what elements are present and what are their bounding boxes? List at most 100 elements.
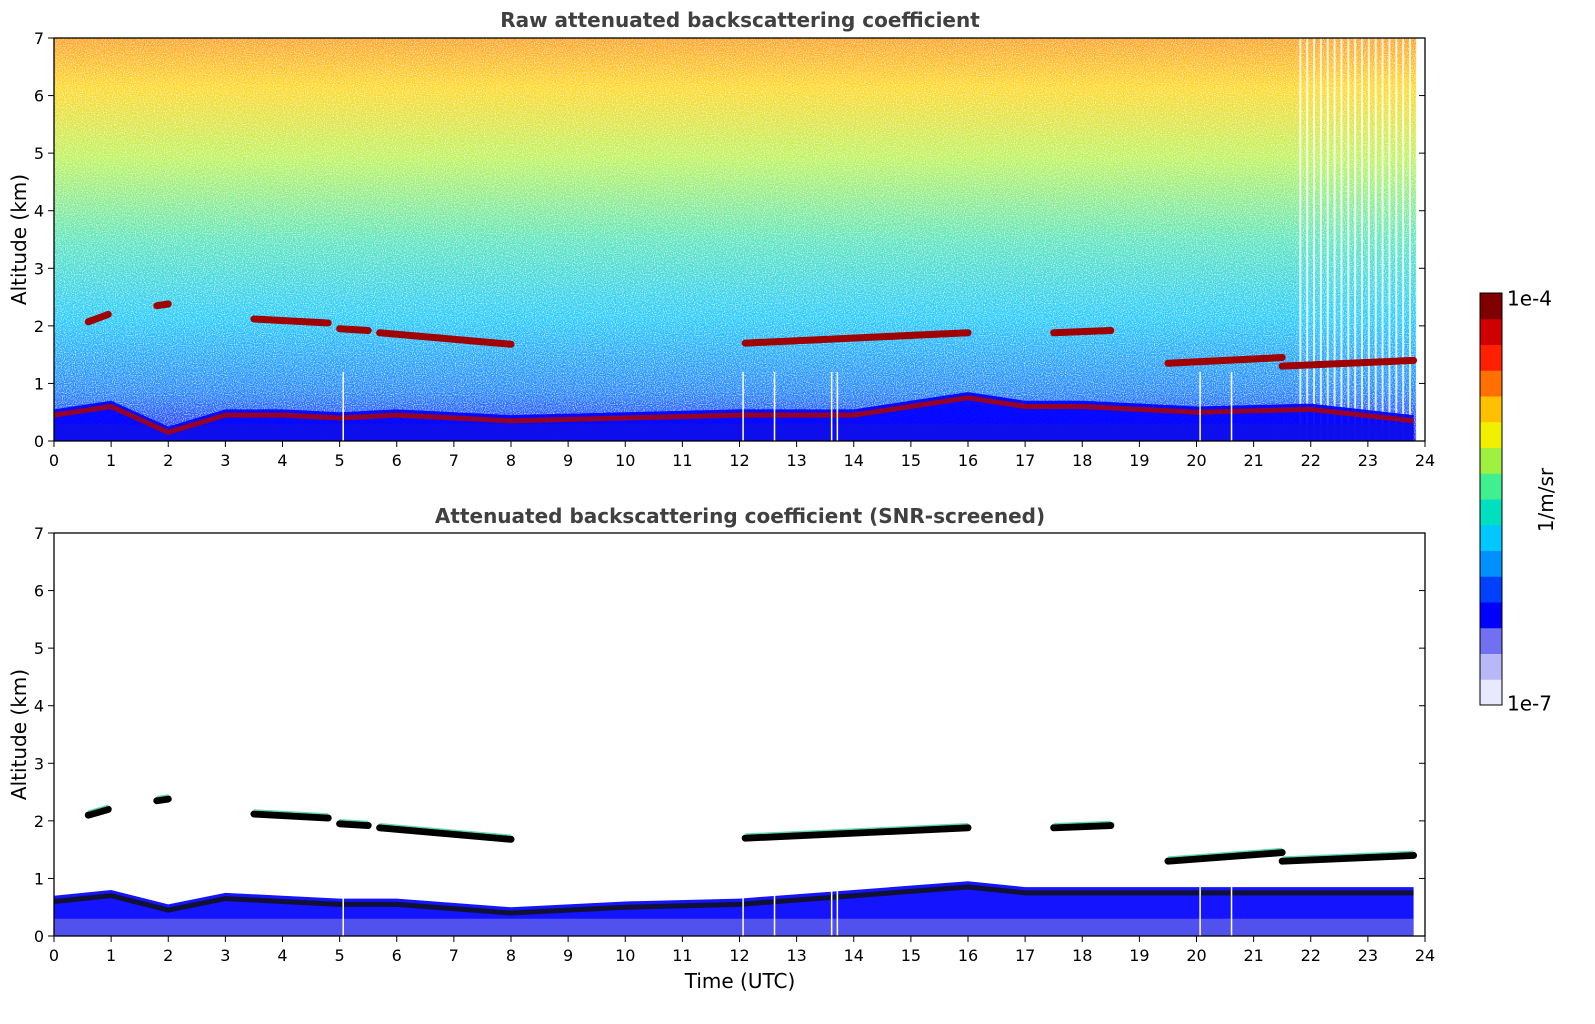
data-gap-stripe: [1319, 38, 1322, 441]
x-tick-label: 11: [672, 451, 692, 470]
colorbar-bands: [1480, 293, 1502, 706]
x-tick-label: 1: [106, 451, 116, 470]
colorbar-band: [1480, 421, 1502, 448]
colorbar-band: [1480, 653, 1502, 680]
y-tick-label: 5: [34, 639, 44, 658]
y-tick-label: 7: [34, 29, 44, 48]
x-tick-label: 8: [506, 946, 516, 965]
raw-y-axis-label: Altitude (km): [7, 174, 31, 305]
no-data-region: [1416, 38, 1425, 441]
cloud-layer-21.5-23.8km-edge: [1282, 850, 1414, 858]
snr-heatmap-area: [54, 533, 1425, 936]
raw-backscatter-panel: Raw attenuated backscattering coefficien…: [7, 8, 1435, 470]
cloud-layer-19.5-21.5km-edge: [1167, 847, 1283, 858]
y-tick-label: 2: [34, 317, 44, 336]
data-gap-line: [773, 371, 776, 441]
cloud-layer-12.1-16.0km: [741, 329, 972, 347]
snr-screened-panel: Attenuated backscattering coefficient (S…: [7, 504, 1435, 993]
y-tick-label: 4: [34, 202, 44, 221]
cloud-layer-5.7-8.0km: [376, 824, 515, 843]
cloud-layer-1.8-2.0km: [153, 795, 172, 805]
x-tick-label: 17: [1015, 451, 1035, 470]
boundary-layer-top: [54, 395, 1414, 436]
x-tick-label: 22: [1301, 451, 1321, 470]
y-tick-label: 6: [34, 87, 44, 106]
cloud-layer-21.5-23.8km: [1278, 851, 1418, 865]
x-tick-label: 0: [49, 451, 59, 470]
colorbar-band: [1480, 447, 1502, 474]
x-tick-label: 2: [163, 451, 173, 470]
colorbar-band: [1480, 499, 1502, 526]
near-surface-layer: [54, 918, 1414, 936]
data-gap-line: [342, 884, 344, 936]
x-tick-label: 7: [449, 946, 459, 965]
data-gap-stripe: [1374, 38, 1377, 441]
raw-heatmap-area: [54, 38, 1425, 441]
cloud-layer-5.7-8.0km-edge: [379, 823, 512, 837]
colorbar-min-label: 1e-7: [1507, 692, 1552, 716]
data-gap-stripe: [1347, 38, 1350, 441]
x-tick-label: 22: [1301, 946, 1321, 965]
data-gap-stripe: [1299, 38, 1302, 441]
x-tick-label: 7: [449, 451, 459, 470]
data-gap-line: [1230, 371, 1233, 441]
data-gap-stripe: [1361, 38, 1364, 441]
x-tick-label: 23: [1358, 946, 1378, 965]
cloud-layer-19.5-21.5km: [1164, 354, 1286, 367]
data-gap-line: [1230, 884, 1233, 936]
x-tick-label: 5: [335, 451, 345, 470]
colorbar-band: [1480, 396, 1502, 423]
x-tick-label: 13: [786, 946, 806, 965]
x-tick-label: 15: [901, 946, 921, 965]
data-gap-line: [742, 884, 744, 936]
x-tick-label: 5: [335, 946, 345, 965]
x-tick-label: 17: [1015, 946, 1035, 965]
cloud-layer-0.6-0.9km-edge: [88, 804, 109, 812]
colorbar-band: [1480, 627, 1502, 654]
x-tick-label: 15: [901, 451, 921, 470]
colorbar-band: [1480, 524, 1502, 551]
plot-background: [54, 533, 1425, 936]
colorbar-band: [1480, 602, 1502, 629]
x-tick-label: 24: [1415, 451, 1435, 470]
colorbar-band: [1480, 370, 1502, 397]
x-tick-label: 10: [615, 451, 635, 470]
colorbar-band: [1480, 318, 1502, 345]
data-gap-line: [742, 371, 744, 441]
colorbar-unit-label: 1/m/sr: [1534, 467, 1558, 532]
x-tick-label: 18: [1072, 451, 1092, 470]
y-tick-label: 4: [34, 697, 44, 716]
data-gap-stripe: [1402, 38, 1405, 441]
data-gap-line: [342, 371, 344, 441]
colorbar-band: [1480, 473, 1502, 500]
x-tick-label: 20: [1186, 946, 1206, 965]
y-tick-label: 6: [34, 582, 44, 601]
colorbar-frame: [1479, 292, 1503, 706]
snr-y-axis-ticks: 0 1 2 3 4 5 6 7: [34, 524, 1425, 946]
data-gap-line: [836, 884, 839, 936]
data-gap-stripe: [1395, 38, 1398, 441]
cloud-layer-5.0-5.5km: [336, 325, 372, 334]
raw-x-axis-ticks: 0 1 2 3 4 5 6 7 8 9 10 11 12 13 14 15 16 17 18 19 20 21 22 23 24: [49, 441, 1435, 470]
x-tick-label: 14: [844, 946, 864, 965]
colorbar-band: [1480, 550, 1502, 577]
x-tick-label: 16: [958, 451, 978, 470]
y-tick-label: 3: [34, 259, 44, 278]
cloud-layer-0.6-0.9km: [84, 805, 112, 819]
cloud-layer-19.5-21.5km: [1164, 849, 1286, 865]
data-gap-stripe: [1409, 38, 1412, 441]
x-tick-label: 8: [506, 451, 516, 470]
cloud-layer-5.0-5.5km: [336, 820, 372, 829]
data-gap-stripe: [1367, 38, 1370, 441]
cloud-layer-5.7-8.0km: [376, 329, 515, 348]
colorbar: 1e-4 1e-7 1/m/sr: [1479, 287, 1558, 716]
cloud-layer-1.8-2.0km-edge: [156, 794, 169, 798]
y-tick-label: 3: [34, 754, 44, 773]
x-tick-label: 9: [563, 451, 573, 470]
data-gap-line: [1199, 371, 1201, 441]
data-gap-stripe: [1340, 38, 1343, 441]
cloud-layer-0.6-0.9km: [84, 310, 112, 326]
snr-y-axis-label: Altitude (km): [7, 669, 31, 800]
